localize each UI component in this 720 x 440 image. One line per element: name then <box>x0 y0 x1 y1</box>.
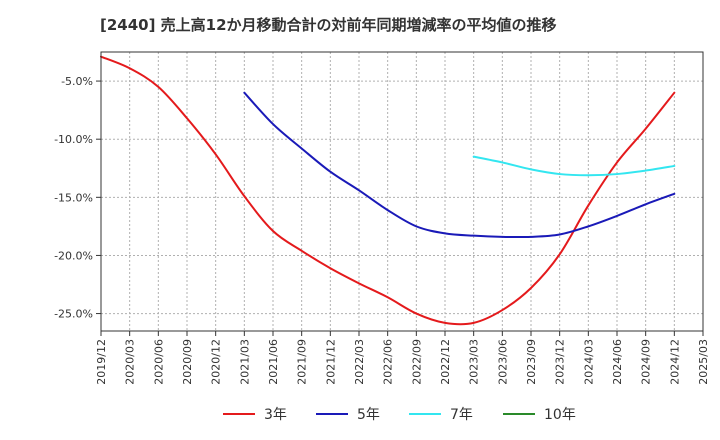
x-tick-label: 2021/06 <box>267 339 280 385</box>
x-tick-label: 2024/09 <box>640 339 653 385</box>
x-tick-label: 2021/09 <box>296 339 309 385</box>
x-tick-label: 2024/12 <box>668 339 681 385</box>
x-tick-label: 2022/09 <box>410 339 423 385</box>
x-tick-label: 2020/09 <box>181 339 194 385</box>
y-tick-label: -15.0% <box>54 191 93 204</box>
x-tick-label: 2024/06 <box>611 339 624 385</box>
y-tick-label: -20.0% <box>54 249 93 262</box>
x-tick-label: 2021/03 <box>238 339 251 385</box>
x-tick-label: 2023/03 <box>468 339 481 385</box>
x-tick-label: 2023/12 <box>554 339 567 385</box>
legend-label-3: 10年 <box>544 407 576 423</box>
x-tick-label: 2022/12 <box>439 339 452 385</box>
x-tick-label: 2022/03 <box>353 339 366 385</box>
x-axis-tick-labels: 2019/12 2020/03 2020/06 2020/09 2020/12 2021/… <box>95 339 710 385</box>
x-tick-label: 2022/06 <box>382 339 395 385</box>
x-tick-label: 2021/12 <box>324 339 337 385</box>
x-tick-label: 2020/12 <box>210 339 223 385</box>
series-line-1 <box>243 91 676 239</box>
y-tick-label: -25.0% <box>54 308 93 321</box>
x-tick-label: 2020/06 <box>152 339 165 385</box>
series-line-2 <box>472 155 676 177</box>
chart-title: [2440] 売上高12か月移動合計の対前年同期増減率の平均値の推移 <box>100 16 557 34</box>
x-tick-label: 2024/03 <box>582 339 595 385</box>
series-lines <box>100 55 676 326</box>
series-line-0 <box>100 55 676 326</box>
legend-label-2: 7年 <box>450 407 473 423</box>
legend: 3年 5年 7年 10年 <box>223 407 576 423</box>
x-tick-label: 2020/03 <box>124 339 137 385</box>
x-tick-label: 2025/03 <box>697 339 710 385</box>
x-tick-label: 2019/12 <box>95 339 108 385</box>
x-tick-label: 2023/06 <box>496 339 509 385</box>
plot-frame <box>100 51 704 332</box>
x-tick-label: 2023/09 <box>525 339 538 385</box>
y-axis-tick-labels: -5.0% -10.0% -15.0% -20.0% -25.0% <box>54 75 93 321</box>
y-tick-label: -5.0% <box>61 75 93 88</box>
y-tick-label: -10.0% <box>54 133 93 146</box>
legend-label-0: 3年 <box>264 407 287 423</box>
grid-lines <box>96 52 704 336</box>
legend-label-1: 5年 <box>357 407 380 423</box>
